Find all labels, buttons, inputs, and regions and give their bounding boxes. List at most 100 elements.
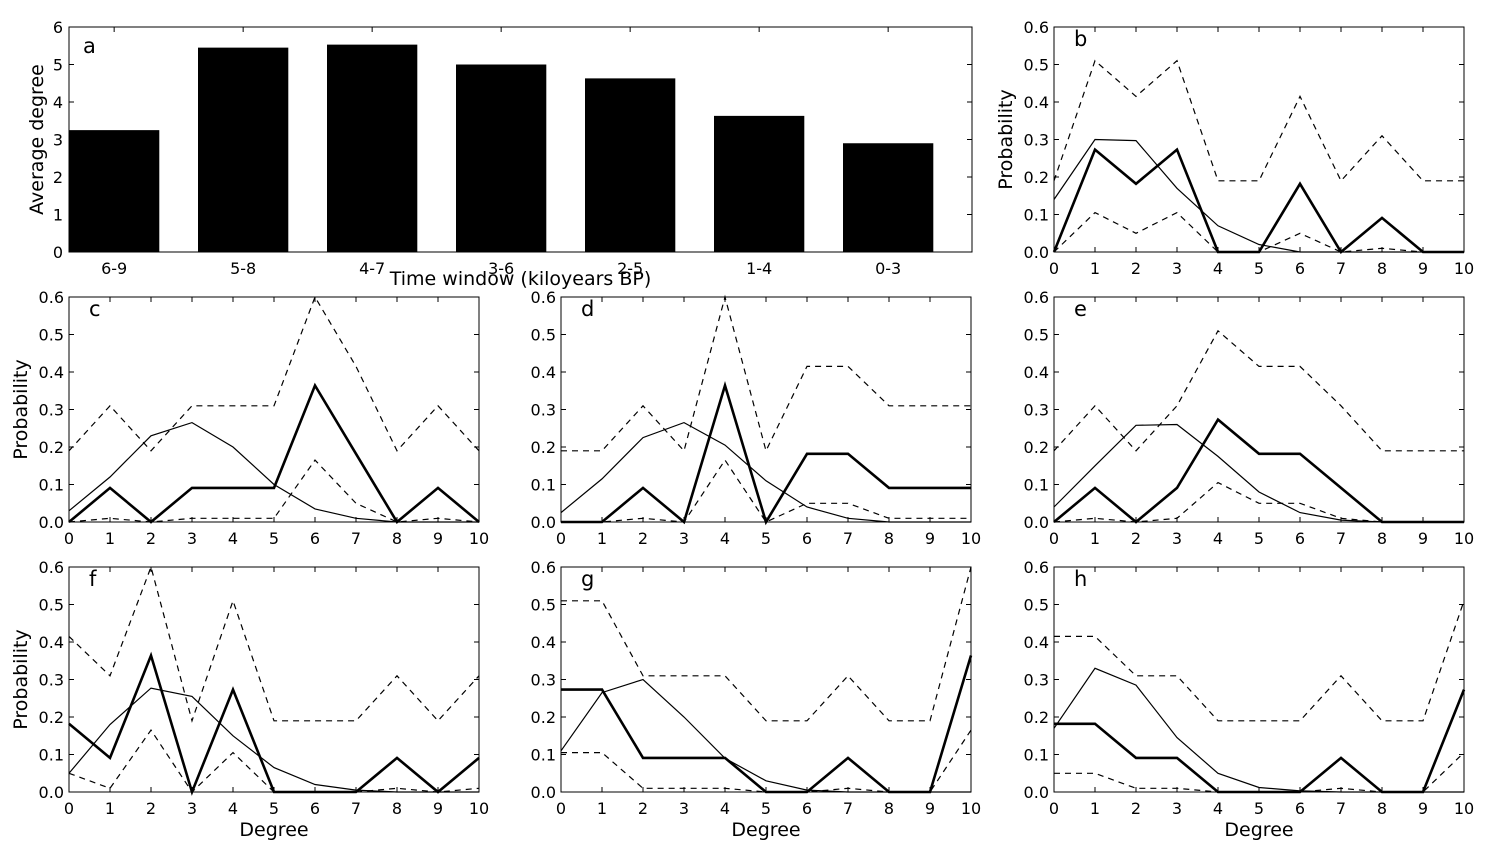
x-tick-label: 5-8 (230, 259, 256, 278)
x-tick-label: 5 (761, 799, 771, 818)
x-axis-label: Time window (kiloyears BP) (389, 268, 652, 290)
x-tick-label: 8 (1377, 799, 1387, 818)
y-tick-label: 0.6 (39, 288, 64, 307)
y-tick-label: 0.0 (39, 513, 64, 532)
y-tick-label: 0.3 (1024, 131, 1049, 150)
x-tick-label: 3 (679, 799, 689, 818)
x-tick-label: 8 (1377, 529, 1387, 548)
y-tick-label: 0.3 (39, 401, 64, 420)
bar-1-4 (714, 115, 805, 252)
series-line-thin-solid (1053, 667, 1464, 793)
y-axis-label: Probability (10, 629, 32, 729)
y-tick-label: 0.1 (1024, 476, 1049, 495)
x-tick-label: 7 (1336, 799, 1346, 818)
y-tick-label: 0.5 (531, 596, 556, 615)
x-tick-label: 5 (761, 529, 771, 548)
y-tick-label: 0.5 (531, 326, 556, 345)
x-tick-label: 2-5 (617, 259, 643, 278)
x-tick-label: 7 (843, 799, 853, 818)
plot-frame (560, 566, 972, 793)
y-tick-label: 0.4 (39, 633, 64, 652)
x-tick-label: 1 (597, 529, 607, 548)
x-tick-label: 0-3 (875, 259, 901, 278)
series-line-thin-solid (1053, 423, 1464, 523)
x-tick-label: 8 (884, 799, 894, 818)
x-tick-label: 2 (1131, 799, 1141, 818)
series-line-dashed-lower (68, 459, 480, 523)
plot-frame (1053, 26, 1465, 253)
series-line-thick-solid (1052, 147, 1464, 254)
x-tick-label: 4 (228, 529, 238, 548)
y-tick-label: 0.0 (531, 513, 556, 532)
plot-frame (1053, 296, 1465, 523)
x-tick-label: 2 (638, 529, 648, 548)
y-tick-label: 0.2 (1024, 708, 1049, 727)
panel-letter: b (1074, 27, 1087, 51)
series-line-thin-solid (560, 678, 971, 793)
x-tick-label: 4-7 (359, 259, 385, 278)
y-tick-label: 4 (53, 93, 63, 112)
y-tick-label: 0.1 (39, 476, 64, 495)
y-tick-label: 0.2 (39, 708, 64, 727)
x-tick-label: 6 (802, 529, 812, 548)
series-line-dashed-lower (1053, 481, 1464, 523)
y-tick-label: 0.4 (531, 363, 556, 382)
x-tick-label: 3-6 (488, 259, 514, 278)
bar-group (69, 44, 934, 252)
series-line-dashed-lower (561, 459, 971, 523)
x-tick-label: 1 (1090, 529, 1100, 548)
y-tick-label: 0.6 (1024, 558, 1049, 577)
x-tick-label: 0 (64, 799, 74, 818)
x-tick-label: 9 (1418, 529, 1428, 548)
series-line-thick-solid (68, 382, 480, 524)
y-axis-label: Probability (10, 359, 32, 459)
x-tick-label: 0 (1049, 529, 1059, 548)
x-tick-label: 10 (961, 529, 981, 548)
y-tick-label: 0.5 (1024, 596, 1049, 615)
x-tick-label: 2 (146, 529, 156, 548)
x-tick-label: 10 (469, 529, 489, 548)
y-tick-label: 0.3 (531, 671, 556, 690)
y-tick-label: 1 (53, 206, 63, 225)
y-axis-label: Average degree (26, 64, 48, 215)
x-tick-label: 6 (310, 799, 320, 818)
y-tick-label: 0.4 (1024, 363, 1049, 382)
y-tick-label: 0.4 (1024, 633, 1049, 652)
series-line-dashed-lower (1053, 211, 1464, 253)
x-tick-label: 9 (433, 799, 443, 818)
panel-g: 0 1 2 3 4 5 6 7 8 9 10 0.0 0.1 0.2 0.3 0.4 0.5 0.6 Degree g (531, 558, 982, 841)
x-tick-label: 3 (1172, 799, 1182, 818)
panel-letter: e (1074, 297, 1087, 321)
bar-0-3 (843, 143, 934, 252)
y-tick-label: 0.6 (531, 288, 556, 307)
series-line-dashed-upper (1054, 600, 1465, 722)
x-tick-label: 4 (1213, 799, 1223, 818)
series-line-thin-solid (560, 421, 971, 523)
x-tick-label: 5 (1254, 799, 1264, 818)
y-tick-label: 0.1 (1024, 206, 1049, 225)
panel-d: 0 1 2 3 4 5 6 7 8 9 10 0.0 0.1 0.2 0.3 0.4 0.5 0.6 d (531, 288, 982, 548)
x-tick-label: 2 (1131, 259, 1141, 278)
x-axis-label: Degree (1224, 819, 1293, 841)
x-tick-label: 3 (187, 799, 197, 818)
series-line-thin-solid (68, 421, 479, 523)
x-tick-label: 8 (392, 799, 402, 818)
x-tick-label: 0 (556, 799, 566, 818)
x-tick-label: 1 (1090, 259, 1100, 278)
series-line-thick-solid (1054, 689, 1466, 794)
y-tick-label: 3 (53, 131, 63, 150)
panel-a: 6-9 5-8 4-7 3-6 2-5 1-4 0-3 0 1 2 3 4 5 6 Time window … (26, 18, 973, 290)
panel-letter: f (89, 567, 97, 591)
bar-4-7 (327, 44, 418, 252)
x-tick-label: 10 (1454, 529, 1474, 548)
series-line-dashed-lower (1054, 752, 1465, 793)
y-tick-label: 0.5 (1024, 56, 1049, 75)
x-tick-label: 9 (925, 529, 935, 548)
y-tick-label: 0.3 (39, 671, 64, 690)
series-line-thick-solid (561, 655, 973, 794)
x-tick-label: 0 (556, 529, 566, 548)
series-line-dashed-upper (561, 294, 971, 453)
y-tick-label: 5 (53, 56, 63, 75)
x-tick-label: 6 (1295, 529, 1305, 548)
x-tick-label: 5 (269, 799, 279, 818)
